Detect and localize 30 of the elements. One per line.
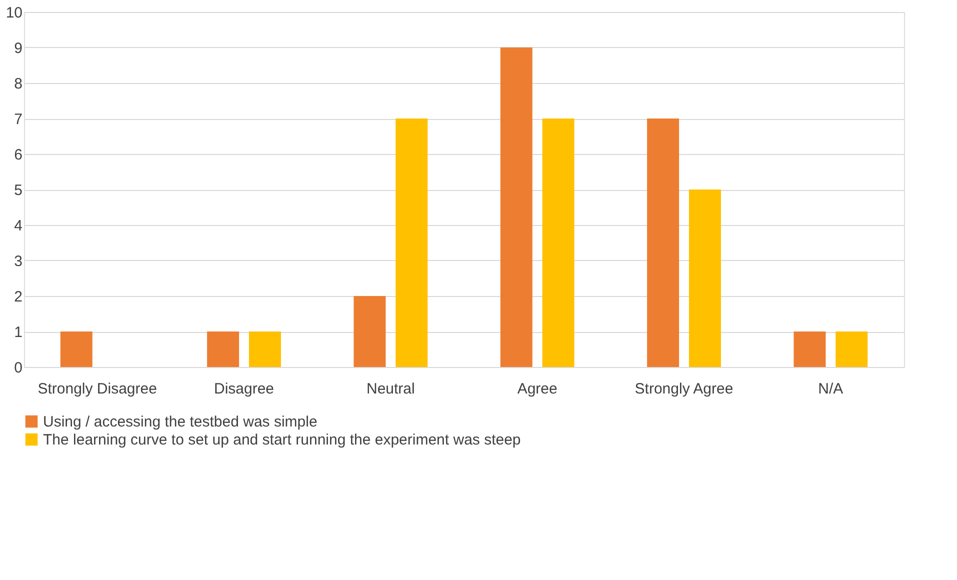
bar [396,118,428,367]
bar [542,118,574,367]
y-tick-label: 8 [14,76,22,92]
y-tick-label: 2 [14,288,22,306]
y-tick-label: 5 [14,182,22,199]
bar [248,332,281,367]
bar [836,332,868,367]
y-tick-label: 7 [14,111,22,128]
legend-label: Using / accessing the testbed was simple [43,414,318,430]
y-tick-label: 10 [6,4,22,22]
bar [688,190,721,367]
x-tick-label: Neutral [366,380,415,398]
bar [794,332,826,367]
x-tick-label: Disagree [214,380,274,398]
bar [60,332,92,367]
x-tick-label: N/A [818,380,844,398]
bar [647,118,680,367]
y-tick-label: 6 [14,146,22,164]
y-tick-label: 3 [14,253,22,270]
x-tick-label: Strongly Agree [634,380,734,398]
bar [500,48,532,367]
bar [207,332,240,367]
y-tick-label: 0 [14,360,22,376]
x-tick-label: Agree [517,380,558,398]
legend-label: The learning curve to set up and start running the experiment was steep [43,432,521,448]
y-tick-label: 4 [14,218,22,234]
bar [354,296,386,367]
y-tick-label: 1 [14,324,22,341]
x-tick-label: Strongly Disagree [38,380,157,398]
y-tick-label: 9 [14,40,22,57]
